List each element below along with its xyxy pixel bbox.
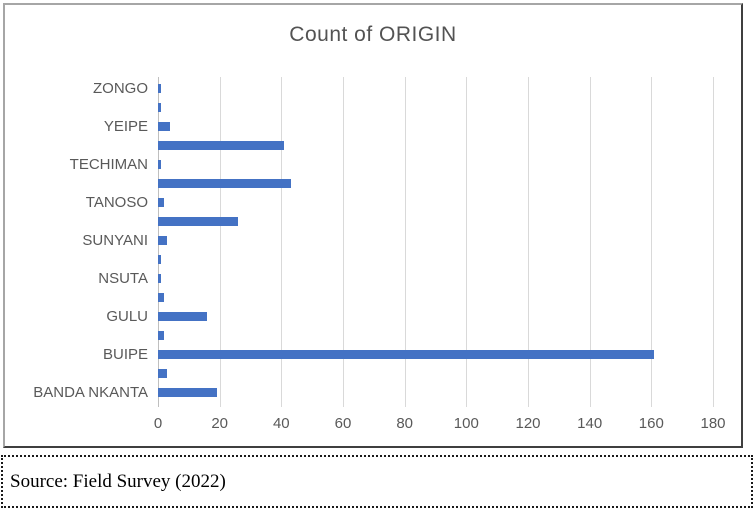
x-tick-label: 80 [396, 415, 414, 432]
category-label: TECHIMAN [69, 156, 148, 173]
category-label: ZONGO [93, 80, 148, 97]
bar [158, 198, 165, 207]
gridline [281, 77, 283, 407]
category-label: NSUTA [98, 270, 148, 287]
gridline [343, 77, 344, 407]
gridline [713, 77, 714, 407]
x-tick-label: 40 [272, 415, 290, 432]
x-tick-label: 0 [153, 415, 163, 432]
x-tick-label: 60 [334, 415, 352, 432]
chart-figure: Count of ORIGIN ZONGO YEIPE TECHIMAN TANOSO… [3, 3, 743, 448]
plot-area [158, 77, 714, 407]
chart-title: Count of ORIGIN [289, 23, 457, 46]
bar [158, 255, 162, 264]
bar [158, 331, 165, 340]
bar [158, 274, 162, 283]
x-tick-label: 140 [577, 415, 603, 432]
gridline [528, 77, 529, 407]
bar [158, 84, 162, 93]
x-tick-label: 180 [700, 415, 726, 432]
x-tick-label: 100 [453, 415, 479, 432]
bar [158, 122, 171, 131]
x-tick-label: 120 [515, 415, 541, 432]
category-label: BUIPE [102, 346, 148, 363]
bar [158, 388, 217, 397]
category-label: GULU [106, 308, 148, 325]
bar [158, 312, 208, 321]
x-tick-label: 160 [638, 415, 664, 432]
bar [158, 160, 162, 169]
gridline [219, 77, 221, 407]
x-tick-label: 20 [211, 415, 229, 432]
bar [158, 369, 168, 378]
gridline [651, 77, 653, 407]
category-label: TANOSO [85, 194, 148, 211]
gridline [404, 77, 406, 407]
bar [158, 350, 655, 359]
bar [158, 103, 162, 112]
bar [158, 236, 168, 245]
bar [158, 141, 285, 150]
gridline [466, 77, 468, 407]
category-label: YEIPE [103, 118, 148, 135]
bar [158, 293, 165, 302]
gridline [589, 77, 591, 407]
category-label: BANDA NKANTA [33, 384, 148, 401]
category-label: SUNYANI [82, 232, 148, 249]
bar [158, 179, 291, 188]
bar [158, 217, 239, 226]
source-caption-box: Source: Field Survey (2022) [1, 455, 753, 508]
source-caption: Source: Field Survey (2022) [10, 470, 226, 492]
